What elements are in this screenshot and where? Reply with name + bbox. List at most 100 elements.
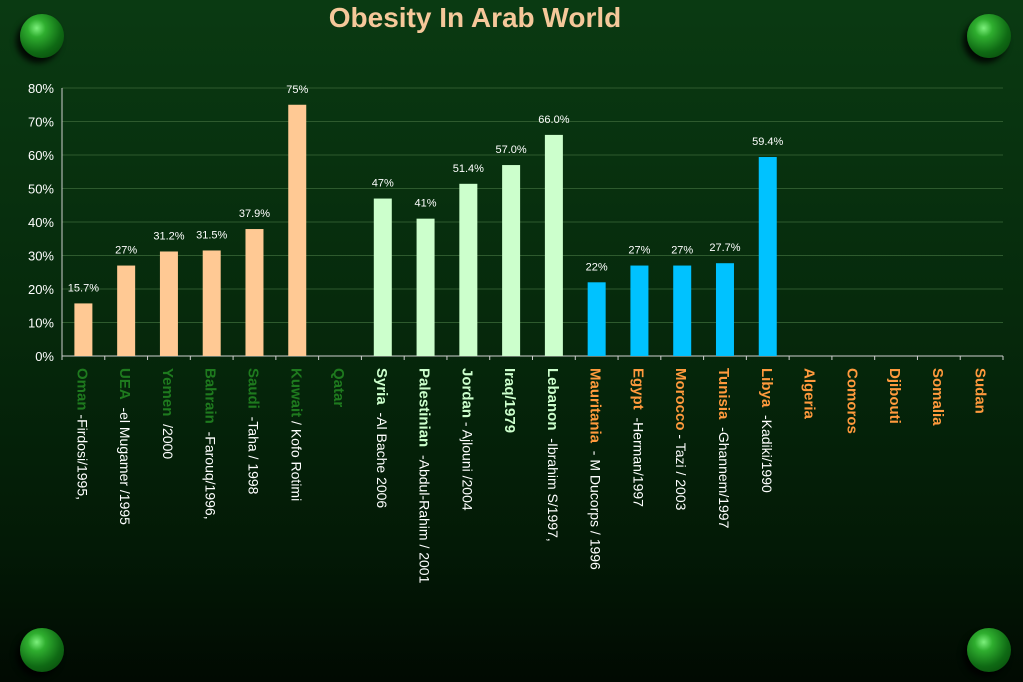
bar-mauritania	[587, 282, 606, 356]
country-name: Algeria	[801, 368, 818, 420]
bar-jordan	[459, 183, 478, 356]
bar-syria	[373, 198, 392, 356]
source-citation: -Taha / 1998	[245, 409, 261, 495]
country-name: Tunisia	[715, 368, 732, 420]
country-name: Kuwait	[287, 368, 304, 417]
category-label: Djibouti	[886, 368, 903, 424]
source-citation: - Ajlouni /2004	[459, 418, 475, 511]
source-citation: - M Ducorps / 1996	[588, 443, 604, 570]
country-name: Saudi	[244, 368, 261, 409]
source-citation: -Abdul-Rahim / 2001	[417, 447, 433, 583]
country-name: Comoros	[843, 368, 860, 434]
category-label: Palestinian -Abdul-Rahim / 2001	[416, 368, 433, 584]
category-label: Yemen /2000	[159, 368, 176, 459]
country-name: Djibouti	[886, 368, 903, 424]
y-tick-label: 20%	[28, 282, 54, 297]
y-tick-label: 60%	[28, 148, 54, 163]
bar-morocco	[673, 265, 692, 356]
category-label: Somalia	[929, 368, 946, 426]
category-label: Sudan	[972, 368, 989, 414]
data-label: 37.9%	[239, 208, 270, 220]
category-label: UEA -el Mugamer /1995	[116, 368, 133, 525]
y-tick-label: 10%	[28, 316, 54, 331]
category-label: Morocco - Tazi / 2003	[672, 368, 689, 511]
bar-oman	[74, 303, 93, 356]
bar-uea	[117, 265, 136, 356]
country-name: Sudan	[972, 368, 989, 414]
country-name: Mauritania	[587, 368, 604, 444]
data-label: 51.4%	[453, 163, 484, 175]
country-name: Iraq/1979	[501, 368, 518, 433]
data-label: 27%	[628, 245, 650, 257]
source-citation: -Firdosi/1995,	[74, 411, 90, 500]
category-label: Syria -Al Bache 2006	[373, 368, 390, 508]
bar-yemen	[159, 251, 178, 356]
country-name: Syria	[373, 368, 390, 405]
source-citation: - Tazi / 2003	[673, 431, 689, 511]
country-name: Bahrain	[202, 368, 219, 424]
country-name: UEA	[116, 368, 133, 400]
category-label: Iraq/1979	[501, 368, 518, 433]
country-name: Somalia	[929, 368, 946, 426]
bar-egypt	[630, 265, 649, 356]
country-name: Libya	[758, 368, 775, 408]
y-axis: 0% 10% 20% 30% 40% 50% 60% 70% 80%	[28, 81, 1004, 364]
category-label: Saudi -Taha / 1998	[244, 368, 261, 495]
y-tick-label: 70%	[28, 115, 54, 130]
category-label: Mauritania - M Ducorps / 1996	[587, 368, 604, 570]
bar-tunisia	[715, 263, 734, 356]
category-label: Lebanon -Ibrahim S/1997,	[544, 368, 561, 542]
decorative-green-orb-bottom-right	[967, 628, 1011, 672]
data-label: 27.7%	[709, 242, 740, 254]
y-tick-label: 30%	[28, 249, 54, 264]
bar-kuwait	[288, 104, 307, 356]
country-name: Jordan	[458, 368, 475, 418]
country-name: Morocco	[672, 368, 689, 431]
country-name: Oman	[73, 368, 90, 411]
chart-title: Obesity In Arab World	[328, 2, 622, 33]
source-citation: -Ghannem/1997	[716, 419, 732, 528]
country-name: Yemen	[159, 368, 176, 416]
category-label: Qatar	[330, 368, 347, 407]
source-citation: -Al Bache 2006	[374, 405, 390, 509]
data-label: 47%	[372, 178, 394, 190]
y-tick-label: 0%	[35, 349, 54, 364]
category-labels: Oman -Firdosi/1995, UEA -el Mugamer /1995…	[73, 368, 988, 584]
source-citation: /2000	[160, 416, 176, 459]
y-tick-label: 50%	[28, 182, 54, 197]
country-name: Palestinian	[416, 368, 433, 447]
bar-lebanon	[544, 134, 563, 356]
data-label: 15.7%	[68, 282, 99, 294]
category-label: Jordan - Ajlouni /2004	[458, 368, 475, 511]
source-citation: -Farouq/1996,	[203, 424, 219, 520]
data-label: 22%	[586, 261, 608, 273]
source-citation: / Kofo Rotimi	[288, 417, 304, 501]
category-label: Libya -Kadiki/1990	[758, 368, 775, 493]
data-label: 31.5%	[196, 229, 227, 241]
data-label: 27%	[671, 245, 693, 257]
decorative-green-orb-top-left	[20, 14, 64, 58]
data-label: 59.4%	[752, 136, 783, 148]
country-name: Qatar	[330, 368, 347, 407]
source-citation: -Herman/1997	[630, 410, 646, 507]
data-label: 27%	[115, 245, 137, 257]
source-citation: -el Mugamer /1995	[117, 400, 133, 525]
bar-iraq-1979	[502, 165, 521, 356]
decorative-green-orb-bottom-left	[20, 628, 64, 672]
country-name: Lebanon	[544, 368, 561, 431]
data-label: 31.2%	[153, 230, 184, 242]
data-label: 66.0%	[538, 114, 569, 126]
y-tick-label: 80%	[28, 81, 54, 96]
source-citation: -Kadiki/1990	[759, 407, 775, 493]
category-label: Comoros	[843, 368, 860, 434]
bar-palestinian	[416, 218, 435, 356]
category-label: Bahrain -Farouq/1996,	[202, 368, 219, 520]
category-label: Egypt -Herman/1997	[629, 368, 646, 507]
source-citation: -Ibrahim S/1997,	[545, 431, 561, 542]
data-label: 57.0%	[496, 144, 527, 156]
data-label: 75%	[286, 84, 308, 96]
category-label: Oman -Firdosi/1995,	[73, 368, 90, 500]
bar-bahrain	[202, 250, 221, 356]
bar-libya	[758, 157, 777, 356]
